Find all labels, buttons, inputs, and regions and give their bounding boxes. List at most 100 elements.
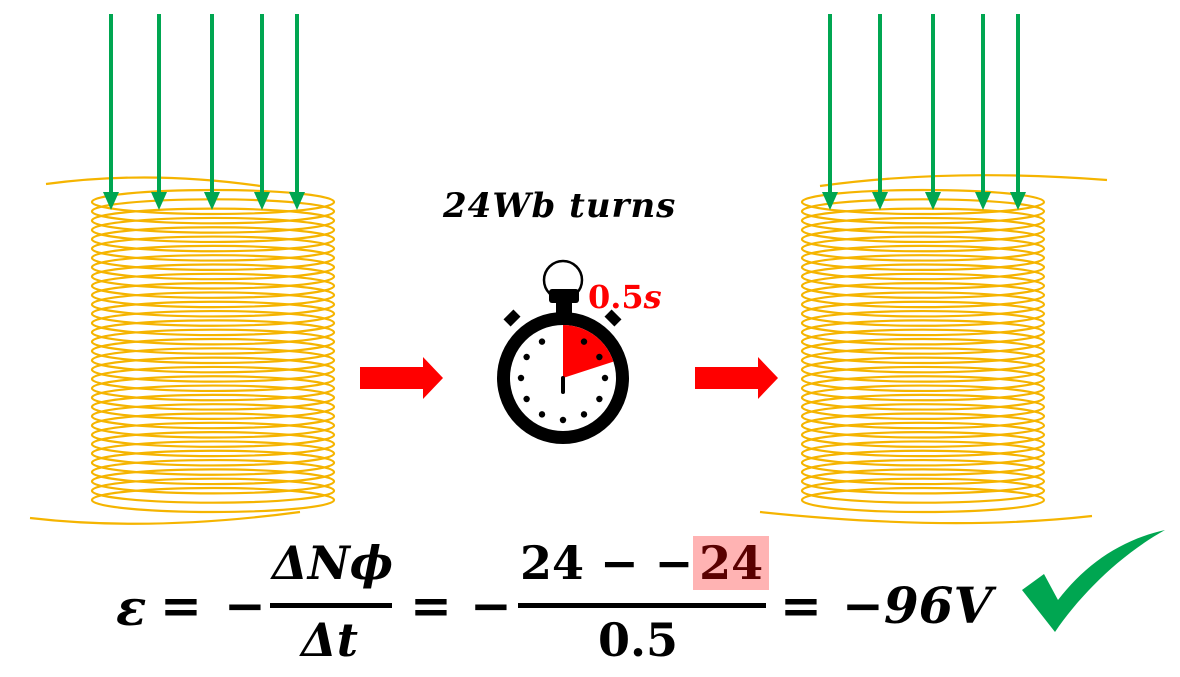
stopwatch-tick — [580, 338, 588, 345]
coil-turn — [800, 188, 1046, 216]
stopwatch-tick — [538, 411, 546, 418]
coil-lead — [759, 510, 1093, 525]
timer-elapsed-sector — [563, 325, 614, 378]
stopwatch-tick — [596, 395, 603, 403]
coil-turn — [90, 319, 336, 346]
flux-label: 24Wb turns — [443, 186, 677, 226]
minus-sign-2: − — [470, 576, 512, 635]
stopwatch-tick — [596, 353, 603, 361]
coil-turn — [800, 337, 1046, 365]
left-magnetic-field-arrows — [103, 14, 305, 210]
right-magnetic-field-arrows — [822, 14, 1026, 210]
stopwatch-tick — [523, 395, 530, 403]
coil-turn — [90, 384, 336, 411]
coil-turn — [90, 337, 336, 365]
field-arrow-head — [975, 192, 991, 210]
coil-turn — [800, 272, 1046, 299]
checkmark-icon — [1022, 530, 1165, 632]
result-value: −96V — [842, 576, 993, 635]
field-arrow-head — [872, 192, 888, 210]
coil-turn — [90, 235, 336, 262]
coil-turn — [90, 309, 336, 337]
field-arrow-head — [151, 192, 167, 210]
coil-turn — [90, 458, 336, 486]
coil-turn — [800, 282, 1046, 309]
coil-turn — [800, 198, 1046, 225]
coil-turn — [800, 486, 1046, 514]
field-arrow-head — [1010, 192, 1026, 210]
equals-sign-2: = — [410, 576, 452, 635]
coil-turn — [800, 235, 1046, 262]
coil-turn — [90, 291, 336, 318]
coil-turn — [90, 328, 336, 355]
coil-lead — [29, 510, 301, 525]
coil-turn — [800, 375, 1046, 402]
coil-lead — [819, 174, 1108, 188]
numerator-left: 24 − − — [520, 536, 694, 590]
field-arrow-head — [925, 192, 941, 210]
coil-turn — [90, 254, 336, 281]
minus-sign-1: − — [224, 576, 266, 635]
coil-turn — [90, 393, 336, 420]
fraction2-denominator: 0.5 — [598, 613, 679, 667]
coil-turn — [800, 440, 1046, 467]
coil-turn — [800, 207, 1046, 234]
field-arrow-head — [289, 192, 305, 210]
emf-symbol: ε — [116, 578, 147, 637]
coil-turn — [800, 393, 1046, 420]
equals-sign-1: = — [160, 576, 202, 635]
coil-turn — [90, 477, 336, 504]
field-arrow-head — [254, 192, 270, 210]
coil-lead — [45, 176, 261, 188]
field-arrow-head — [204, 192, 220, 210]
stopwatch-icon — [497, 259, 629, 444]
coil-turn — [90, 356, 336, 383]
coil-turn — [800, 300, 1046, 327]
coil-turn — [800, 384, 1046, 411]
coil-turn — [90, 403, 336, 430]
coil-turn — [90, 226, 336, 253]
field-arrow-head — [822, 192, 838, 210]
field-arrow-head — [103, 192, 119, 210]
coil-turn — [800, 226, 1046, 253]
stopwatch-tick — [559, 416, 567, 424]
fraction1-numerator: ΔNϕ — [272, 536, 394, 590]
coil-turn — [90, 244, 336, 271]
fraction2-numerator: 24 − −24 — [520, 536, 770, 590]
coil-turn — [90, 347, 336, 374]
coil-turn — [800, 365, 1046, 393]
timer-value: 0.5 — [588, 278, 644, 316]
coil-turn — [800, 291, 1046, 318]
coil-turn — [90, 440, 336, 467]
coil-turn — [90, 486, 336, 514]
coil-turn — [90, 365, 336, 393]
coil-turn — [800, 309, 1046, 337]
coil-turn — [800, 403, 1046, 430]
coil-turn — [90, 216, 336, 244]
process-arrow-right — [695, 357, 778, 399]
right-coil — [759, 174, 1108, 525]
coil-turn — [800, 431, 1046, 458]
coil-turn — [90, 207, 336, 234]
coil-turn — [90, 300, 336, 327]
coil-turn — [800, 319, 1046, 346]
coil-turn — [800, 412, 1046, 439]
coil-turn — [90, 263, 336, 290]
coil-turn — [90, 421, 336, 448]
coil-turn — [800, 421, 1046, 448]
coil-turn — [90, 449, 336, 476]
coil-turn — [90, 272, 336, 299]
process-arrow-left — [360, 357, 443, 399]
coil-turn — [800, 254, 1046, 281]
coil-turn — [800, 263, 1046, 290]
equals-sign-3: = — [780, 576, 822, 635]
coil-turn — [800, 244, 1046, 271]
coil-turn — [90, 282, 336, 309]
coil-turn — [800, 328, 1046, 355]
fraction2-bar — [518, 603, 766, 608]
coil-turn — [90, 375, 336, 402]
coil-turn — [800, 356, 1046, 383]
highlighted-term: 24 — [693, 536, 770, 590]
stopwatch-tick — [538, 338, 546, 345]
